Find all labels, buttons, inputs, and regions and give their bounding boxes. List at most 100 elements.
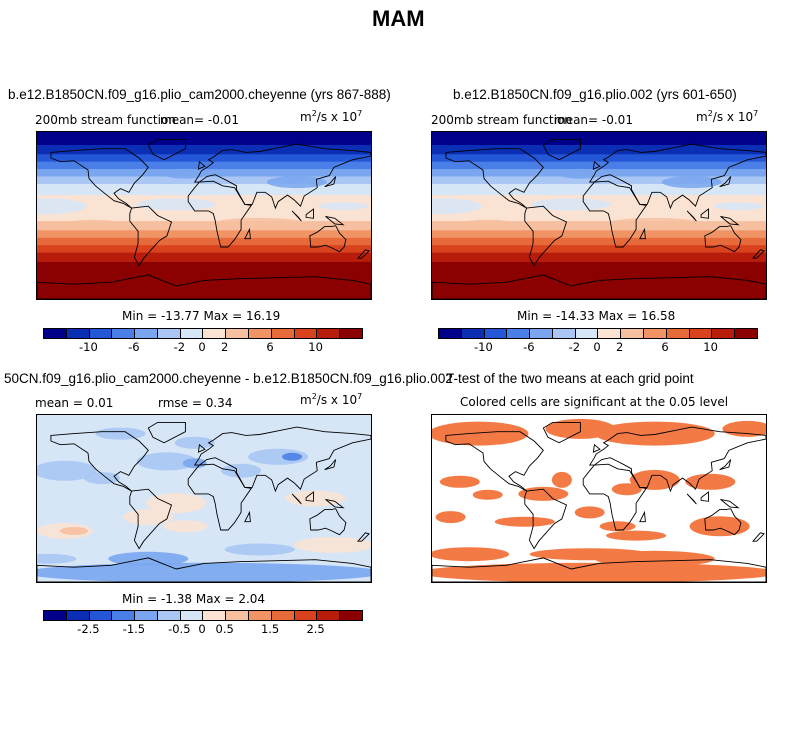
- coastlines: [37, 138, 371, 299]
- coastline: [524, 488, 568, 550]
- colorbar-tick-label: 0: [198, 340, 206, 354]
- coastline: [752, 532, 765, 542]
- contour-blob: [37, 460, 97, 481]
- colorbar-tick-label: 0: [198, 622, 206, 636]
- contour-band: [37, 237, 371, 246]
- coastline: [720, 215, 740, 226]
- contour-band: [37, 154, 371, 163]
- figure-title: MAM: [372, 6, 425, 31]
- significant-region: [611, 483, 642, 496]
- significant-region: [551, 471, 572, 488]
- coastline: [291, 493, 302, 505]
- contour-blob: [661, 176, 722, 189]
- coastline: [542, 421, 581, 444]
- units-sup: 2: [707, 109, 713, 118]
- units-sup: 2: [311, 109, 317, 118]
- panel-2-map: [431, 131, 767, 300]
- colorbar-swatch: [598, 329, 622, 338]
- colorbar-swatch: [66, 329, 90, 338]
- coastline: [582, 180, 648, 248]
- contour-blob: [62, 219, 123, 230]
- panel-3-colorbar: [43, 610, 363, 621]
- coastlines: [37, 421, 371, 582]
- contour-band: [432, 237, 766, 246]
- significant-region: [439, 475, 480, 488]
- panel-2-colorbar: [438, 328, 758, 339]
- contour-blob: [285, 490, 346, 507]
- colorbar-swatch: [317, 329, 341, 338]
- colorbar-swatch: [112, 329, 136, 338]
- contour-band: [432, 210, 766, 222]
- colorbar-tick-label: 0.5: [215, 622, 234, 636]
- colorbar-swatch: [203, 329, 227, 338]
- panel-2-variable: 200mb stream function: [431, 113, 572, 127]
- coastline: [639, 510, 646, 523]
- contour-blob: [37, 553, 77, 564]
- contour-band: [37, 132, 371, 146]
- colorbar-swatch: [689, 329, 713, 338]
- panel-3-map-plot: [37, 415, 371, 582]
- significant-region: [606, 530, 667, 541]
- significant-region: [594, 421, 715, 446]
- panel-3-units: m2/s x 107: [300, 392, 362, 407]
- coastline: [197, 443, 206, 453]
- coastline: [147, 138, 186, 161]
- significant-region: [432, 547, 510, 562]
- colorbar-tick-label: -1.5: [122, 622, 146, 636]
- colorbar-swatch: [135, 329, 158, 338]
- coastline: [588, 426, 766, 493]
- contour-band: [432, 230, 766, 239]
- contour-blob: [432, 198, 482, 215]
- significant-region: [689, 516, 750, 537]
- colorbar-tick-label: 6: [661, 340, 669, 354]
- colorbar-swatch: [203, 611, 227, 620]
- coastline: [719, 176, 732, 188]
- colorbar-swatch: [249, 611, 272, 620]
- coastline: [324, 459, 337, 471]
- contour-band: [432, 245, 766, 254]
- colorbar-tick-label: 2: [221, 340, 229, 354]
- contour-blob: [248, 448, 309, 465]
- contour-blob: [37, 198, 87, 215]
- colorbar-swatch: [621, 329, 645, 338]
- coastline: [244, 510, 251, 523]
- contour-blob: [266, 176, 327, 189]
- panel-4-subtitle: Colored cells are significant at the 0.0…: [460, 395, 729, 409]
- contour-blob: [457, 219, 518, 230]
- contour-blob: [609, 217, 700, 228]
- colorbar-swatch: [317, 611, 341, 620]
- panel-4-map-plot: [432, 415, 766, 582]
- contour-blob: [214, 217, 305, 228]
- panel-2-title: b.e12.B1850CN.f09_g16.plio.002 (yrs 601-…: [453, 87, 737, 102]
- coastline: [720, 498, 740, 509]
- panel-2-units: m2/s x 107: [696, 109, 758, 124]
- panel-2-minmax: Min = -14.33 Max = 16.58: [517, 309, 676, 323]
- coastline: [357, 532, 370, 542]
- coastline: [357, 249, 370, 259]
- colorbar-swatch: [249, 329, 272, 338]
- contour-band: [432, 252, 766, 263]
- colorbar-tick-label: -6: [128, 340, 140, 354]
- units-sup: 7: [753, 109, 759, 118]
- contour-blob: [224, 543, 295, 556]
- colorbar-swatch: [735, 329, 757, 338]
- contour-blob: [174, 436, 215, 449]
- contour-blob: [182, 458, 207, 469]
- colorbar-swatch: [226, 329, 250, 338]
- units-base: m: [300, 110, 312, 124]
- colorbar-swatch: [530, 329, 553, 338]
- panel-1-map: [36, 131, 372, 300]
- panel-3-map: [36, 414, 372, 583]
- coastline: [588, 143, 766, 210]
- colorbar-tick-label: -2: [173, 340, 186, 354]
- coastline: [445, 148, 544, 209]
- units-base: m: [696, 110, 708, 124]
- significant-region: [629, 469, 680, 490]
- contour-blob: [531, 198, 612, 211]
- colorbar-swatch: [112, 611, 136, 620]
- panel-1-colorbar-ticks: -10 -6 -2 0 2 6 10: [43, 340, 361, 354]
- coastline: [542, 138, 581, 161]
- coastline: [592, 160, 601, 170]
- contour-blob: [60, 527, 89, 535]
- contour-band: [37, 210, 371, 222]
